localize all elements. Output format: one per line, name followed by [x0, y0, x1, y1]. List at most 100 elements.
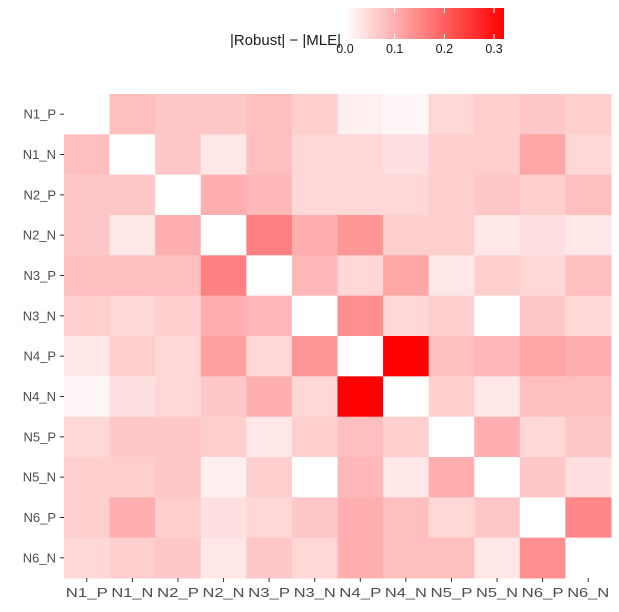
heatmap-cell-N1_N-N4_N: [383, 134, 430, 176]
heatmap-cell-N3_N-N3_N: [291, 295, 338, 337]
heatmap-cell-N4_N-N2_P: [155, 376, 202, 418]
legend-tick-label: 0.2: [436, 42, 453, 56]
heatmap-cell-N4_P-N4_P: [337, 336, 384, 377]
heatmap-cell-N2_P-N4_N: [383, 174, 430, 216]
heatmap-cell-N6_P-N2_P: [155, 497, 202, 539]
heatmap-cell-N3_N-N4_N: [383, 295, 430, 337]
heatmap-cell-N5_N-N6_N: [565, 457, 612, 498]
heatmap-cell-N4_P-N2_P: [155, 336, 202, 377]
heatmap-cell-N5_P-N2_N: [200, 416, 247, 458]
heatmap-cell-N2_P-N3_P: [246, 174, 293, 216]
heatmap-cell-N2_N-N3_P: [246, 215, 293, 256]
legend-tick-label: 0.0: [336, 42, 353, 56]
heatmap-cell-N6_N-N3_P: [246, 537, 293, 579]
heatmap-cell-N3_N-N6_N: [565, 295, 612, 337]
heatmap-cell-N4_P-N1_P: [64, 336, 111, 377]
y-tick-label: N2_N: [23, 228, 56, 243]
heatmap-cell-N2_P-N5_N: [474, 174, 521, 216]
heatmap-cell-N1_P-N5_P: [428, 94, 475, 135]
y-tick-label: N3_P: [23, 268, 56, 283]
x-axis: N1_P N1_N N2_P N2_N N3_P N3_N N4_P N4_N N5_P N5_N…: [66, 578, 609, 600]
heatmap-cell-N6_N-N5_P: [428, 537, 475, 579]
heatmap-cell-N4_N-N5_P: [428, 376, 475, 418]
heatmap-cell-N3_N-N2_N: [200, 295, 247, 337]
heatmap-cell-N4_N-N6_N: [565, 376, 612, 418]
heatmap-cell-N1_P-N1_N: [109, 94, 156, 135]
heatmap-cell-N6_P-N1_P: [64, 497, 111, 539]
heatmap-cell-N1_P-N2_P: [155, 94, 202, 135]
heatmap-cell-N1_P-N5_N: [474, 94, 521, 135]
heatmap-cell-N2_N-N1_N: [109, 215, 156, 256]
x-tick-label: N3_P: [248, 585, 290, 600]
heatmap-cell-N5_P-N1_N: [109, 416, 156, 458]
heatmap-cell-N3_P-N4_P: [337, 255, 384, 297]
heatmap-cell-N6_N-N4_P: [337, 537, 384, 579]
heatmap-cell-N2_P-N2_P: [155, 174, 202, 216]
x-tick-label: N4_P: [339, 585, 381, 600]
heatmap-cell-N4_P-N5_P: [428, 336, 475, 377]
heatmap-cell-N2_N-N1_P: [64, 215, 111, 256]
x-tick-label: N2_N: [203, 585, 245, 600]
heatmap-cell-N3_N-N5_N: [474, 295, 521, 337]
y-tick-label: N1_N: [23, 147, 56, 162]
heatmap-cell-N4_N-N2_N: [200, 376, 247, 418]
heatmap-cell-N5_N-N1_N: [109, 457, 156, 498]
heatmap-cell-N3_N-N1_P: [64, 295, 111, 337]
heatmap-cell-N5_P-N4_P: [337, 416, 384, 458]
heatmap-cell-N1_P-N4_N: [383, 94, 430, 135]
heatmap-cell-N5_N-N6_P: [519, 457, 566, 498]
heatmap-cell-N6_P-N5_P: [428, 497, 475, 539]
heatmap-cell-N1_N-N5_N: [474, 134, 521, 176]
heatmap-cell-N1_P-N4_P: [337, 94, 384, 135]
heatmap-cell-N5_P-N5_N: [474, 416, 521, 458]
heatmap-cell-N3_P-N1_P: [64, 255, 111, 297]
heatmap-cell-N5_P-N3_P: [246, 416, 293, 458]
heatmap-cell-N6_P-N5_N: [474, 497, 521, 539]
heatmap-cell-N6_N-N6_P: [519, 537, 566, 579]
heatmap-cell-N5_N-N2_N: [200, 457, 247, 498]
heatmap-cell-N6_N-N5_N: [474, 537, 521, 579]
heatmap-cell-N4_P-N4_N: [383, 336, 430, 377]
heatmap-cell-N6_P-N4_N: [383, 497, 430, 539]
heatmap-cell-N5_P-N6_N: [565, 416, 612, 458]
heatmap-cell-N5_N-N4_P: [337, 457, 384, 498]
y-tick-label: N5_P: [23, 429, 56, 444]
heatmap-cell-N1_P-N6_N: [565, 94, 612, 135]
heatmap-cell-N6_N-N6_N: [565, 537, 612, 579]
heatmap-cell-N6_N-N3_N: [291, 537, 338, 579]
legend-tick-label: 0.1: [386, 42, 403, 56]
heatmap-cell-N1_N-N2_N: [200, 134, 247, 176]
heatmap-cell-N1_N-N6_P: [519, 134, 566, 176]
heatmap-cell-N4_P-N1_N: [109, 336, 156, 377]
heatmap-cell-N3_N-N6_P: [519, 295, 566, 337]
color-legend: |Robust| − |MLE| 0.0 0.1 0.2 0.3: [230, 8, 504, 56]
x-tick-label: N4_N: [385, 585, 427, 600]
heatmap-cell-N3_P-N3_P: [246, 255, 293, 297]
heatmap-cell-N3_N-N4_P: [337, 295, 384, 337]
x-tick-label: N5_N: [476, 585, 518, 600]
x-tick-label: N6_N: [567, 585, 609, 600]
heatmap-cell-N2_P-N5_P: [428, 174, 475, 216]
heatmap-cell-N3_N-N5_P: [428, 295, 475, 337]
heatmap-cell-N4_N-N4_P: [337, 376, 384, 418]
heatmap-cell-N2_N-N2_N: [200, 215, 247, 256]
y-tick-label: N6_P: [23, 510, 56, 525]
heatmap-cell-N1_N-N3_N: [291, 134, 338, 176]
heatmap-cell-N2_P-N1_N: [109, 174, 156, 216]
heatmap-cell-N1_N-N2_P: [155, 134, 202, 176]
heatmap-cell-N5_N-N2_P: [155, 457, 202, 498]
heatmap-cell-N2_N-N4_P: [337, 215, 384, 256]
heatmap-cell-N6_N-N2_P: [155, 537, 202, 579]
heatmap-cell-N5_P-N2_P: [155, 416, 202, 458]
heatmap-cell-N2_N-N3_N: [291, 215, 338, 256]
heatmap-cell-N1_N-N1_P: [64, 134, 111, 176]
heatmap-cell-N6_P-N2_N: [200, 497, 247, 539]
heatmap-cell-N4_N-N5_N: [474, 376, 521, 418]
heatmap-cell-N5_N-N3_N: [291, 457, 338, 498]
heatmap-cell-N4_P-N5_N: [474, 336, 521, 377]
heatmap-cell-N5_P-N4_N: [383, 416, 430, 458]
heatmap-cell-N6_P-N1_N: [109, 497, 156, 539]
heatmap-cell-N4_P-N6_P: [519, 336, 566, 377]
y-tick-label: N5_N: [23, 470, 56, 485]
